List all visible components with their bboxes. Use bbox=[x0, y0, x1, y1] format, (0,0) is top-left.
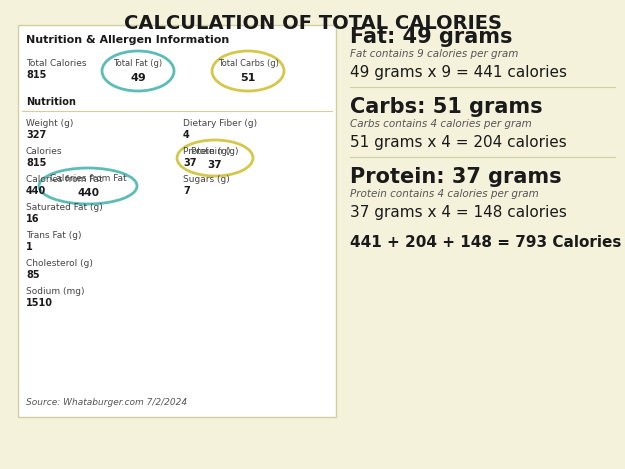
Text: Protein contains 4 calories per gram: Protein contains 4 calories per gram bbox=[350, 189, 539, 199]
Text: 37 grams x 4 = 148 calories: 37 grams x 4 = 148 calories bbox=[350, 205, 567, 220]
Text: Protein (g): Protein (g) bbox=[183, 147, 231, 156]
Text: Weight (g): Weight (g) bbox=[26, 119, 73, 128]
Text: 815: 815 bbox=[26, 70, 46, 80]
Text: 16: 16 bbox=[26, 214, 39, 224]
Text: 815: 815 bbox=[26, 158, 46, 168]
FancyBboxPatch shape bbox=[18, 25, 336, 417]
Text: Trans Fat (g): Trans Fat (g) bbox=[26, 231, 81, 240]
Ellipse shape bbox=[102, 51, 174, 91]
Text: 49: 49 bbox=[130, 73, 146, 83]
Text: Cholesterol (g): Cholesterol (g) bbox=[26, 259, 93, 268]
Text: 51 grams x 4 = 204 calories: 51 grams x 4 = 204 calories bbox=[350, 135, 567, 150]
Text: Calories from Fat: Calories from Fat bbox=[26, 175, 102, 184]
Text: 51: 51 bbox=[240, 73, 256, 83]
Text: 37: 37 bbox=[183, 158, 196, 168]
Text: Carbs: 51 grams: Carbs: 51 grams bbox=[350, 97, 542, 117]
Text: Calories: Calories bbox=[26, 147, 62, 156]
Text: Source: Whataburger.com 7/2/2024: Source: Whataburger.com 7/2/2024 bbox=[26, 398, 187, 407]
Text: 49 grams x 9 = 441 calories: 49 grams x 9 = 441 calories bbox=[350, 65, 567, 80]
Text: Protein (g): Protein (g) bbox=[191, 146, 239, 156]
Text: Carbs contains 4 calories per gram: Carbs contains 4 calories per gram bbox=[350, 119, 532, 129]
Text: Total Carbs (g): Total Carbs (g) bbox=[217, 59, 279, 68]
Text: 1: 1 bbox=[26, 242, 32, 252]
Ellipse shape bbox=[212, 51, 284, 91]
Text: Protein: 37 grams: Protein: 37 grams bbox=[350, 167, 562, 187]
Text: 440: 440 bbox=[77, 188, 99, 198]
Text: Calories from Fat: Calories from Fat bbox=[50, 174, 126, 182]
Text: 327: 327 bbox=[26, 130, 46, 140]
Text: 4: 4 bbox=[183, 130, 190, 140]
Ellipse shape bbox=[177, 140, 253, 176]
Text: CALCULATION OF TOTAL CALORIES: CALCULATION OF TOTAL CALORIES bbox=[124, 14, 501, 33]
Text: 1510: 1510 bbox=[26, 298, 53, 308]
Text: 37: 37 bbox=[208, 160, 222, 170]
Text: 7: 7 bbox=[183, 186, 190, 196]
Text: Saturated Fat (g): Saturated Fat (g) bbox=[26, 203, 102, 212]
Ellipse shape bbox=[39, 168, 137, 204]
Text: Total Fat (g): Total Fat (g) bbox=[114, 59, 162, 68]
Text: Sugars (g): Sugars (g) bbox=[183, 175, 230, 184]
Text: Nutrition & Allergen Information: Nutrition & Allergen Information bbox=[26, 35, 229, 45]
Text: Dietary Fiber (g): Dietary Fiber (g) bbox=[183, 119, 257, 128]
Text: Fat contains 9 calories per gram: Fat contains 9 calories per gram bbox=[350, 49, 518, 59]
Text: 440: 440 bbox=[26, 186, 46, 196]
Text: 85: 85 bbox=[26, 270, 39, 280]
Text: Fat: 49 grams: Fat: 49 grams bbox=[350, 27, 512, 47]
Text: Total Calories: Total Calories bbox=[26, 59, 86, 68]
Text: 441 + 204 + 148 = 793 Calories: 441 + 204 + 148 = 793 Calories bbox=[350, 235, 621, 250]
Text: Nutrition: Nutrition bbox=[26, 97, 76, 107]
Text: Sodium (mg): Sodium (mg) bbox=[26, 287, 84, 296]
